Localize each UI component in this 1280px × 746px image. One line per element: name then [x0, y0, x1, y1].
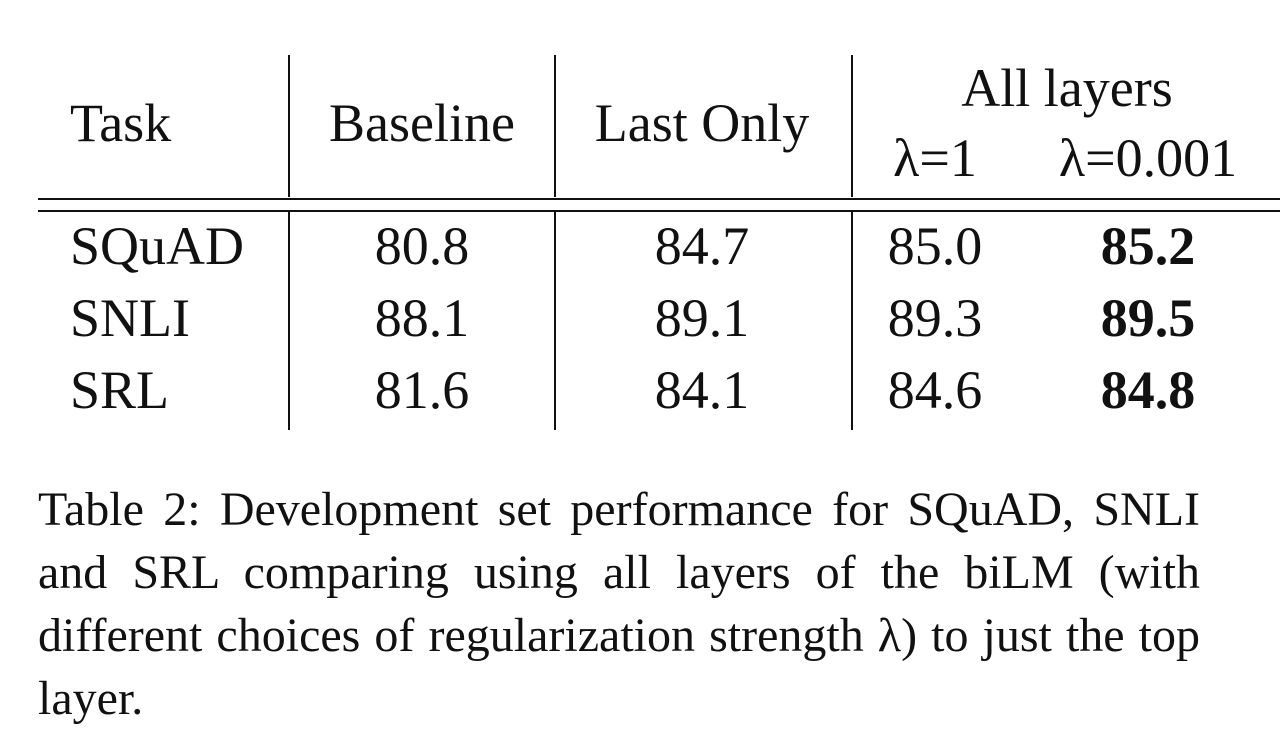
cell: 88.1: [374, 288, 470, 348]
header-rule: [38, 210, 1280, 212]
row-label: SNLI: [70, 288, 190, 348]
cell: 84.1: [654, 360, 750, 420]
cell: 84.7: [654, 216, 750, 276]
header-cell: λ=0.001: [1058, 128, 1238, 188]
cell: 84.6: [887, 360, 983, 420]
row-label: SRL: [70, 360, 170, 420]
header-rule: [38, 198, 1280, 200]
column-rule: [554, 212, 556, 430]
header-cell: Last Only: [594, 93, 810, 153]
row-label: SQuAD: [70, 216, 245, 276]
cell: 89.3: [887, 288, 983, 348]
header-cell: Baseline: [329, 93, 515, 153]
header-cell: Task: [70, 93, 172, 153]
cell: 80.8: [374, 216, 470, 276]
cell: 89.1: [654, 288, 750, 348]
cell: 81.6: [374, 360, 470, 420]
header-cell: λ=1: [893, 128, 977, 188]
cell: 89.5: [1100, 288, 1196, 348]
column-rule: [288, 212, 290, 430]
column-rule: [851, 55, 853, 197]
column-rule: [851, 212, 853, 430]
caption: Table 2: Development set performance for…: [38, 483, 1200, 725]
cell: 85.2: [1100, 216, 1196, 276]
column-rule: [288, 55, 290, 197]
cell: 84.8: [1100, 360, 1196, 420]
cell: 85.0: [887, 216, 983, 276]
header-cell: All layers: [961, 58, 1173, 118]
column-rule: [554, 55, 556, 197]
